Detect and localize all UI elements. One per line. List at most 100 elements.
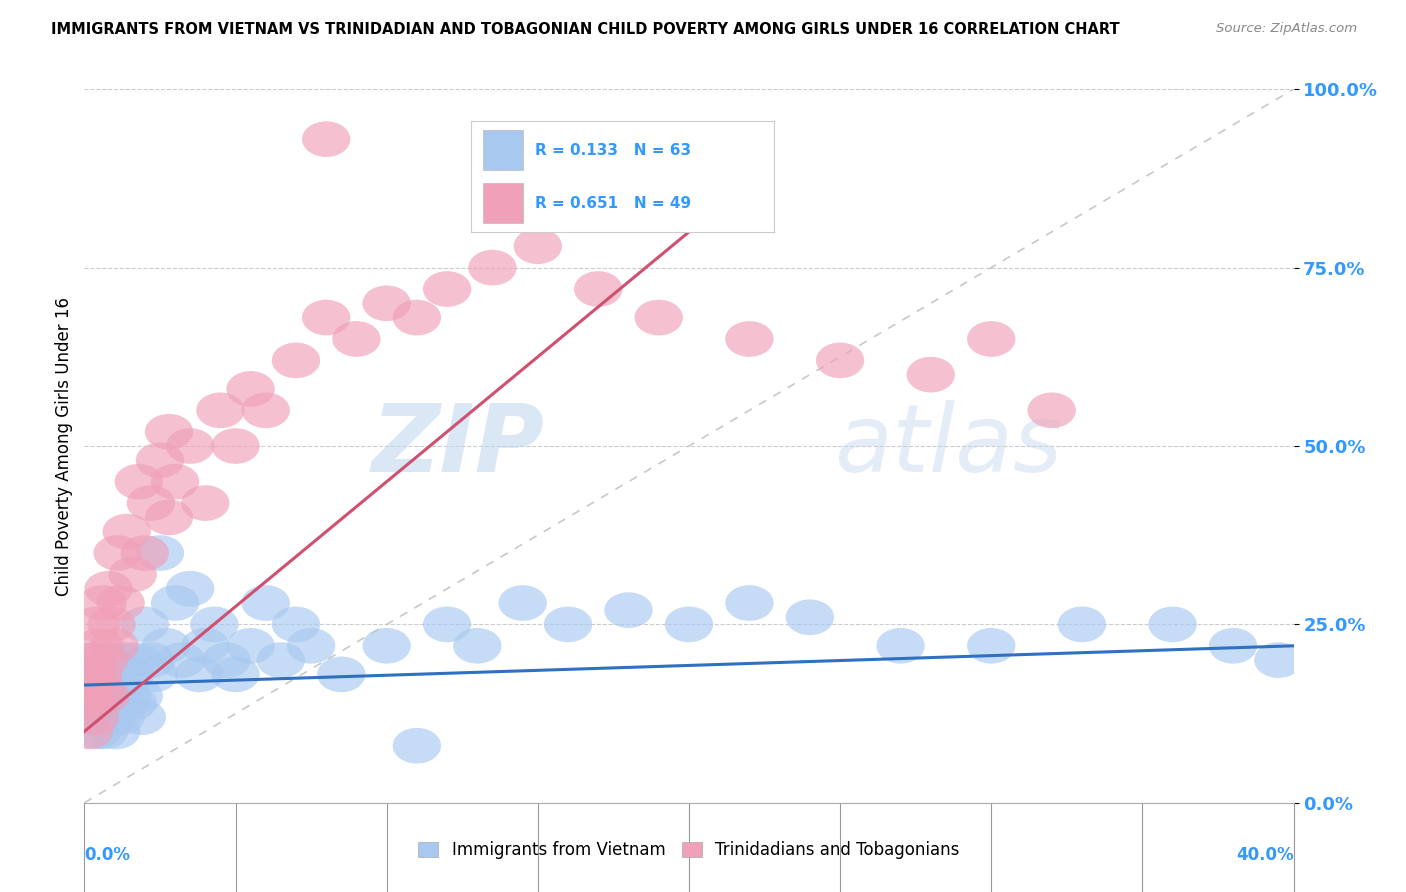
Ellipse shape [574,271,623,307]
Ellipse shape [302,121,350,157]
Ellipse shape [121,535,169,571]
Ellipse shape [392,300,441,335]
Ellipse shape [145,414,193,450]
Ellipse shape [499,585,547,621]
Ellipse shape [226,628,274,664]
Ellipse shape [257,642,305,678]
Ellipse shape [211,657,260,692]
Ellipse shape [82,685,129,721]
Text: 40.0%: 40.0% [1236,846,1294,863]
Ellipse shape [181,628,229,664]
Ellipse shape [190,607,239,642]
Ellipse shape [1149,607,1197,642]
Ellipse shape [84,642,132,678]
Text: Source: ZipAtlas.com: Source: ZipAtlas.com [1216,22,1357,36]
Ellipse shape [121,607,169,642]
Ellipse shape [1028,392,1076,428]
Ellipse shape [392,728,441,764]
Ellipse shape [73,685,122,721]
Ellipse shape [90,628,139,664]
Ellipse shape [136,442,184,478]
Ellipse shape [468,250,516,285]
Ellipse shape [634,300,683,335]
Y-axis label: Child Poverty Among Girls Under 16: Child Poverty Among Girls Under 16 [55,296,73,596]
Ellipse shape [423,607,471,642]
Ellipse shape [66,678,115,714]
Ellipse shape [287,628,335,664]
Ellipse shape [97,585,145,621]
Ellipse shape [725,321,773,357]
Ellipse shape [100,642,148,678]
Ellipse shape [242,392,290,428]
Ellipse shape [967,628,1015,664]
Ellipse shape [79,585,127,621]
Ellipse shape [91,714,141,749]
Ellipse shape [876,628,925,664]
Ellipse shape [129,657,179,692]
Text: IMMIGRANTS FROM VIETNAM VS TRINIDADIAN AND TOBAGONIAN CHILD POVERTY AMONG GIRLS : IMMIGRANTS FROM VIETNAM VS TRINIDADIAN A… [51,22,1119,37]
Ellipse shape [150,464,200,500]
Ellipse shape [80,642,128,678]
Ellipse shape [70,699,120,735]
Ellipse shape [157,642,205,678]
Ellipse shape [665,607,713,642]
Ellipse shape [967,321,1015,357]
Text: ZIP: ZIP [371,400,544,492]
Ellipse shape [66,657,115,692]
Ellipse shape [118,699,166,735]
Ellipse shape [815,343,865,378]
Ellipse shape [83,657,131,692]
Ellipse shape [76,657,124,692]
Ellipse shape [907,357,955,392]
Ellipse shape [166,428,214,464]
Ellipse shape [90,685,139,721]
Ellipse shape [271,343,321,378]
Ellipse shape [513,228,562,264]
Ellipse shape [176,657,224,692]
Ellipse shape [423,271,471,307]
Legend: Immigrants from Vietnam, Trinidadians and Tobagonians: Immigrants from Vietnam, Trinidadians an… [412,835,966,866]
Ellipse shape [87,607,136,642]
Ellipse shape [89,664,138,699]
Ellipse shape [84,571,132,607]
Ellipse shape [725,585,773,621]
Ellipse shape [302,300,350,335]
Ellipse shape [605,592,652,628]
Ellipse shape [127,642,176,678]
Ellipse shape [318,657,366,692]
Ellipse shape [77,671,125,706]
Ellipse shape [72,714,121,749]
Ellipse shape [111,642,160,678]
Ellipse shape [105,657,153,692]
Ellipse shape [136,535,184,571]
Ellipse shape [1057,607,1107,642]
Ellipse shape [115,678,163,714]
Ellipse shape [93,535,142,571]
Ellipse shape [97,699,145,735]
Ellipse shape [363,628,411,664]
Ellipse shape [145,500,193,535]
Ellipse shape [1209,628,1257,664]
Ellipse shape [93,671,142,706]
Ellipse shape [103,678,150,714]
Ellipse shape [363,285,411,321]
Ellipse shape [211,428,260,464]
Ellipse shape [108,557,157,592]
Ellipse shape [197,392,245,428]
Ellipse shape [69,642,118,678]
Ellipse shape [1254,642,1302,678]
Ellipse shape [115,464,163,500]
Ellipse shape [242,585,290,621]
Ellipse shape [226,371,274,407]
Ellipse shape [73,657,122,692]
Ellipse shape [150,585,200,621]
Ellipse shape [786,599,834,635]
Ellipse shape [79,671,127,706]
Ellipse shape [271,607,321,642]
Ellipse shape [453,628,502,664]
Ellipse shape [67,642,117,678]
Ellipse shape [181,485,229,521]
Ellipse shape [65,657,112,692]
Text: 0.0%: 0.0% [84,846,131,863]
Ellipse shape [103,514,150,549]
